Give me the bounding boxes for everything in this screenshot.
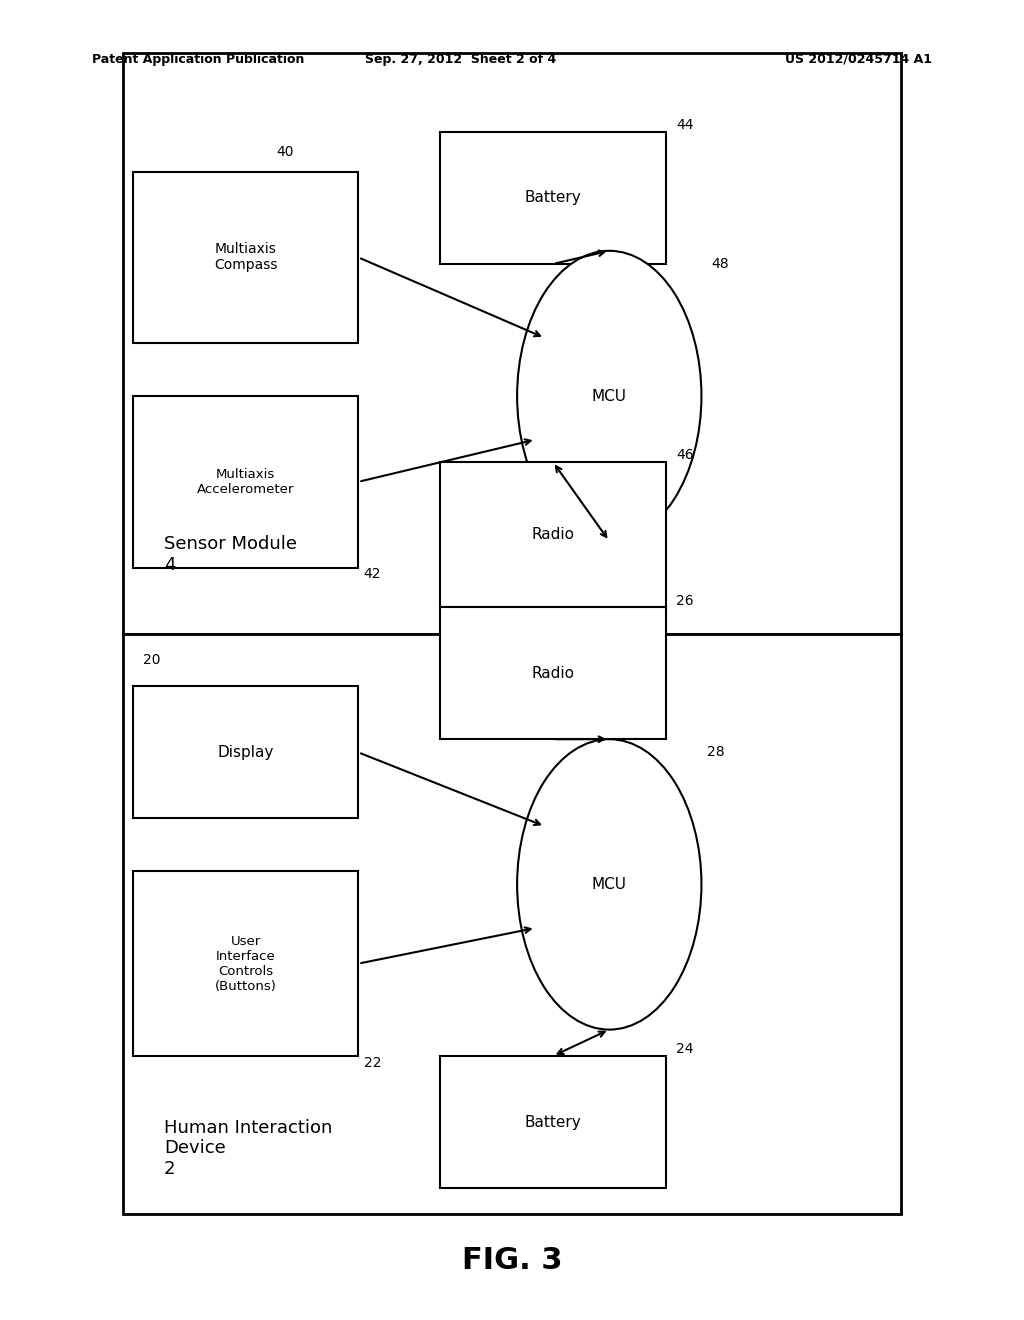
Text: Sep. 27, 2012  Sheet 2 of 4: Sep. 27, 2012 Sheet 2 of 4 (366, 53, 556, 66)
Text: 42: 42 (364, 568, 381, 581)
Text: Human Interaction
Device
2: Human Interaction Device 2 (164, 1118, 332, 1179)
FancyBboxPatch shape (440, 132, 666, 264)
Text: Display: Display (217, 744, 274, 760)
Text: Sensor Module
4: Sensor Module 4 (164, 535, 297, 574)
Text: Multiaxis
Compass: Multiaxis Compass (214, 243, 278, 272)
Text: 22: 22 (364, 1056, 381, 1069)
Text: Multiaxis
Accelerometer: Multiaxis Accelerometer (197, 467, 295, 496)
Text: FIG. 3: FIG. 3 (462, 1246, 562, 1275)
Text: 24: 24 (676, 1043, 693, 1056)
FancyBboxPatch shape (123, 634, 901, 1214)
Text: User
Interface
Controls
(Buttons): User Interface Controls (Buttons) (215, 935, 276, 993)
FancyBboxPatch shape (133, 686, 358, 818)
FancyBboxPatch shape (440, 607, 666, 739)
Text: 44: 44 (676, 119, 693, 132)
Text: 20: 20 (143, 653, 161, 667)
FancyBboxPatch shape (133, 396, 358, 568)
FancyBboxPatch shape (440, 1056, 666, 1188)
Text: 40: 40 (276, 145, 294, 158)
Ellipse shape (517, 739, 701, 1030)
Text: Patent Application Publication: Patent Application Publication (92, 53, 304, 66)
Text: MCU: MCU (592, 876, 627, 892)
Text: 48: 48 (712, 257, 729, 271)
FancyBboxPatch shape (123, 53, 901, 634)
FancyBboxPatch shape (133, 871, 358, 1056)
Text: 26: 26 (676, 594, 693, 607)
FancyBboxPatch shape (133, 172, 358, 343)
Text: Battery: Battery (524, 1114, 582, 1130)
Text: Radio: Radio (531, 527, 574, 543)
Text: Battery: Battery (524, 190, 582, 206)
FancyBboxPatch shape (440, 462, 666, 607)
Ellipse shape (517, 251, 701, 541)
Text: Radio: Radio (531, 665, 574, 681)
Text: MCU: MCU (592, 388, 627, 404)
Text: 28: 28 (707, 746, 724, 759)
Text: 46: 46 (676, 449, 693, 462)
Text: US 2012/0245714 A1: US 2012/0245714 A1 (784, 53, 932, 66)
